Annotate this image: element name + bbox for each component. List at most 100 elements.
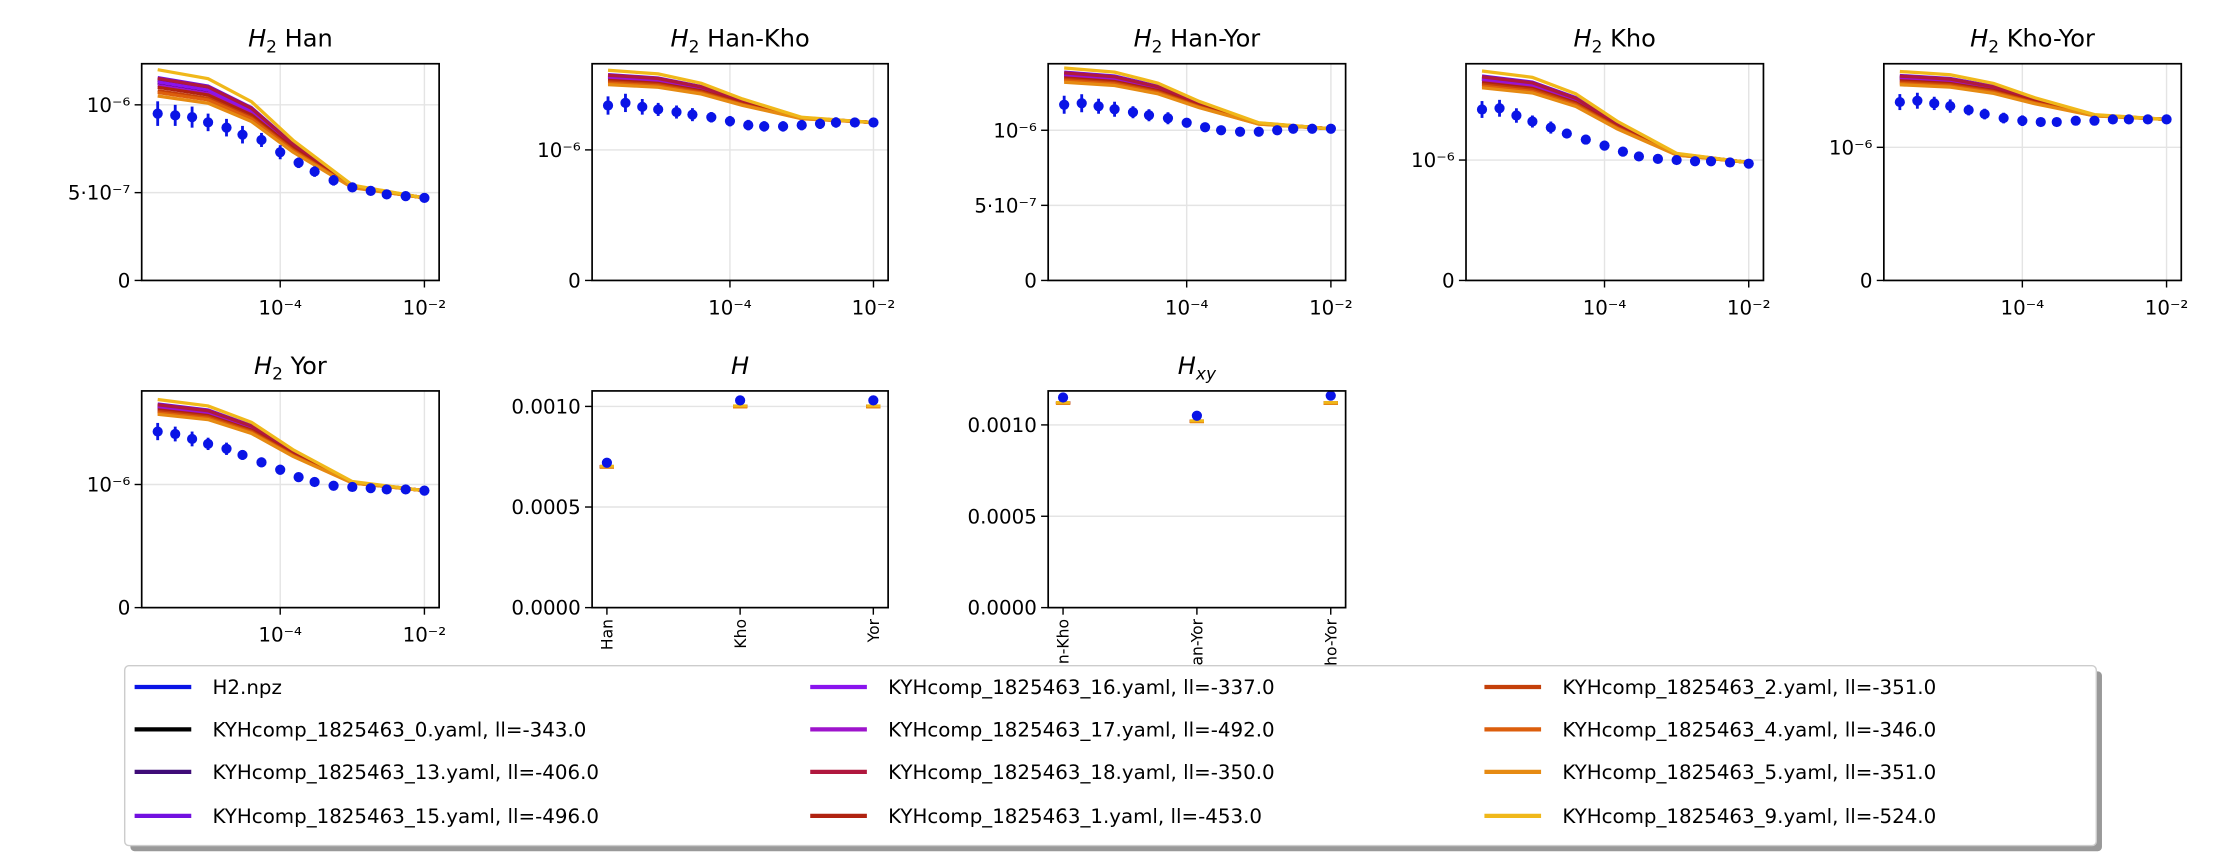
y-tick-label: 10⁻⁶ [993,119,1037,142]
data-point [381,484,392,495]
title-text: Yor [290,352,327,380]
data-point [1963,104,1974,116]
title-symbol: H [1574,25,1592,53]
legend-label: KYHcomp_1825463_16.yaml, ll=-337.0 [888,676,1274,699]
data-point [1561,128,1572,139]
data-point [1191,410,1202,421]
title-text: Kho-Yor [2007,25,2095,53]
x-tick-label: Kho [732,619,750,649]
model-line [1899,81,2167,122]
axes-frame [1882,62,2183,282]
y-tick-label: 0.0000 [968,597,1037,620]
title-text: Kho [1610,25,1656,53]
model-line [607,68,874,125]
y-tick-label: 10⁻⁶ [87,94,131,117]
data-point [2123,114,2134,125]
title-gap [1602,25,1610,53]
data-point [1143,110,1155,121]
legend-label: KYHcomp_1825463_17.yaml, ll=-492.0 [888,719,1274,742]
data-point [1527,116,1538,127]
legend-label: KYHcomp_1825463_1.yaml, ll=-453.0 [888,805,1262,828]
y-tick-label: 0.0005 [511,496,580,519]
title-symbol: H [1970,25,1988,53]
data-point [2035,116,2046,128]
y-tick-label: 0 [118,597,131,620]
chart-title: H2 Yor [254,352,327,385]
y-tick-label: 10⁻⁶ [537,139,581,162]
legend-label: KYHcomp_1825463_4.yaml, ll=-346.0 [1562,719,1936,742]
data-point [1127,107,1139,118]
data-point [735,395,746,406]
data-point [706,112,717,123]
chart-title: H2 Kho-Yor [1970,25,2095,58]
title-subscript: 2 [689,37,700,57]
data-point [221,122,232,133]
title-text: Han-Yor [1170,25,1260,53]
data-point [1545,122,1556,133]
title-gap [699,25,707,53]
title-subscript: 2 [272,365,283,385]
data-point [1724,157,1736,168]
data-point [1076,98,1087,109]
data-point [830,117,842,128]
model-line [607,81,874,125]
data-point [1059,99,1070,110]
data-point [309,476,320,488]
chart-title: H2 Han [248,25,333,58]
axes-frame [591,62,889,282]
model-line [1064,66,1332,131]
data-point [1162,113,1174,124]
data-point [1215,125,1227,136]
x-tick-label: Kho-Yor [1322,618,1340,676]
legend [123,664,2098,847]
data-point [868,117,879,128]
data-point [381,189,392,200]
data-point [237,129,248,140]
data-point [724,116,736,127]
x-tick-label: 10⁻⁴ [258,624,302,647]
x-tick-label: 10⁻⁴ [258,296,302,319]
data-point [1912,95,1923,106]
title-symbol: H [254,352,272,380]
data-point [347,182,358,193]
data-point [1929,98,1940,109]
data-point [2089,115,2100,126]
legend-label: KYHcomp_1825463_5.yaml, ll=-351.0 [1562,761,1936,784]
data-point [637,101,648,112]
data-point [1580,134,1591,145]
y-tick-label: 0.0005 [968,505,1037,528]
title-symbol: H [1178,352,1196,380]
data-point [1617,146,1629,157]
chart-title: H2 Han-Yor [1134,25,1261,58]
data-point [1093,101,1104,112]
data-point [275,147,286,158]
x-tick-label: 10⁻² [403,296,447,319]
x-tick-label: 10⁻⁴ [708,296,752,319]
x-tick-label: 10⁻⁴ [2001,296,2045,319]
legend-label: KYHcomp_1825463_9.yaml, ll=-524.0 [1562,805,1936,828]
data-point [202,438,214,449]
y-tick-label: 0.0000 [511,597,580,620]
data-point [601,457,613,468]
data-point [256,134,267,146]
model-line [1481,69,1749,165]
data-point [1743,158,1754,169]
title-subscript: xy [1195,365,1217,385]
x-tick-label: Han-Yor [1189,618,1207,677]
axes-frame [1047,62,1347,282]
data-point [1979,108,1990,120]
y-tick-label: 5·10⁻⁷ [68,182,131,205]
data-point [309,166,320,177]
data-point [814,118,826,129]
model-line [607,82,874,125]
title-subscript: 2 [266,37,277,57]
data-point [347,481,358,493]
data-point [152,426,163,437]
y-tick-label: 0.0010 [511,395,580,418]
data-point [1272,125,1283,136]
data-point [2070,115,2081,126]
data-point [1057,392,1069,403]
chart-title: H2 Han-Kho [671,25,810,58]
data-point [186,433,198,445]
